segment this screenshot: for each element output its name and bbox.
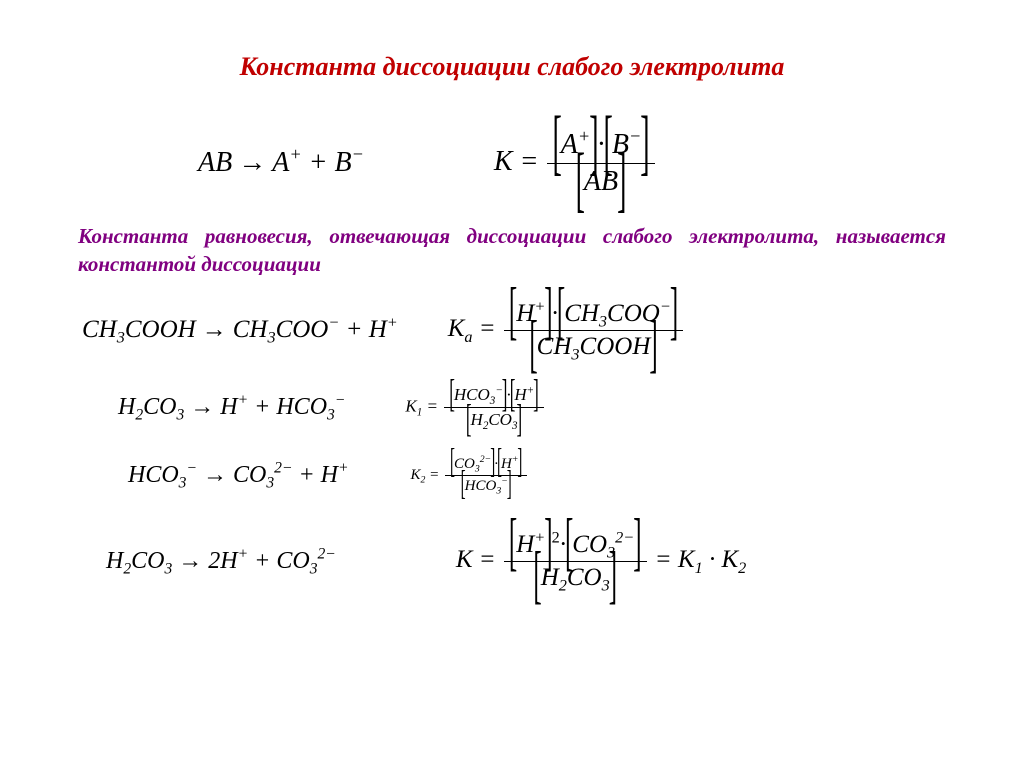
- eq-overall-reaction: H2CO3→2H+ + CO32−: [106, 548, 336, 575]
- eq-carb1-constant: K1 = [HCO3−]·[H+] [H2CO3]: [405, 383, 545, 432]
- equation-row-carb2: HCO3−→CO32− + H+ K2 = [CO32−]·[H+] [HCO3…: [0, 446, 1024, 506]
- eq-acetic-reaction: CH3COOH→CH3COO− + H+: [82, 316, 398, 344]
- eq-carb2-constant: K2 = [CO32−]·[H+] [HCO3−]: [411, 454, 530, 497]
- equation-row-overall: H2CO3→2H+ + CO32− K = [H+]2·[CO32−] [H2C…: [0, 522, 1024, 602]
- eq-carb1-reaction: H2CO3→H+ + HCO3−: [118, 394, 345, 421]
- equation-row-acetic: CH3COOH→CH3COO− + H+ Ka = [H+]·[CH3COO−]…: [0, 293, 1024, 368]
- equation-row-carb1: H2CO3→H+ + HCO3− K1 = [HCO3−]·[H+] [H2CO…: [0, 378, 1024, 438]
- equation-row-generic: AB→A+ + B− K = [A+]·[B−] [AB]: [0, 118, 1024, 208]
- eq-acetic-constant: Ka = [H+]·[CH3COO−] [CH3COOH]: [448, 298, 685, 363]
- eq-generic-constant: K = [A+]·[B−] [AB]: [494, 127, 657, 200]
- eq-generic-reaction: AB→A+ + B−: [198, 147, 364, 179]
- definition-text: Константа равновесия, отвечающая диссоци…: [0, 222, 1024, 279]
- page-title: Константа диссоциации слабого электролит…: [0, 0, 1024, 82]
- eq-overall-constant: K = [H+]2·[CO32−] [H2CO3] = K1 · K2: [456, 529, 746, 594]
- eq-carb2-reaction: HCO3−→CO32− + H+: [128, 462, 349, 489]
